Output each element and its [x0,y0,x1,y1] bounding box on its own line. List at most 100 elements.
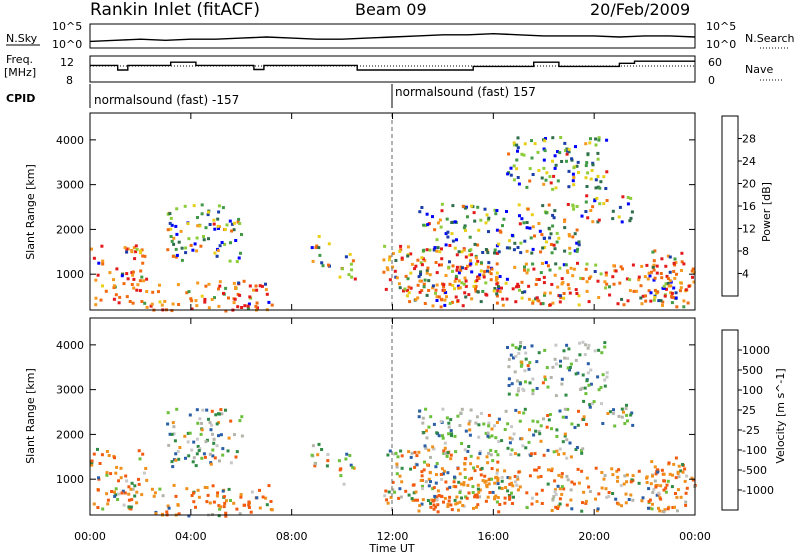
echo-cell [587,383,591,387]
echo-cell [585,161,589,165]
echo-cell [604,286,608,290]
echo-cell [479,300,483,304]
echo-cell [487,216,491,220]
echo-cell [420,470,424,474]
echo-cell [200,212,204,216]
echo-cell [558,497,562,501]
echo-cell [653,249,657,253]
echo-cell [528,179,532,183]
echo-cell [426,463,429,467]
power-ylabel: Slant Range [km] [24,164,37,260]
echo-cell [512,143,516,147]
echo-cell [584,210,588,213]
echo-cell [160,303,164,307]
echo-cell [587,343,591,347]
echo-cell [189,243,193,247]
echo-cell [455,268,459,272]
echo-cell [516,176,520,179]
echo-cell [531,419,535,423]
echo-cell [397,282,401,286]
x-tick-label: 16:00 [477,530,509,543]
echo-cell [512,178,516,182]
echo-cell [543,245,547,249]
echo-cell [513,370,517,374]
power-heatmap-cells [90,136,696,313]
echo-cell [132,277,136,281]
echo-cell [659,497,663,501]
echo-cell [196,281,200,285]
echo-cell [656,290,660,294]
echo-cell [544,261,548,265]
echo-cell [175,253,179,257]
echo-cell [194,299,198,303]
echo-cell [517,203,521,207]
echo-cell [495,251,499,255]
echo-cell [666,254,670,258]
echo-cell [528,381,532,385]
echo-cell [647,289,651,293]
echo-cell [229,419,233,423]
echo-cell [240,233,243,236]
echo-cell [590,169,594,172]
echo-cell [562,296,566,300]
echo-cell [544,211,548,215]
echo-cell [415,463,419,467]
echo-cell [567,169,571,173]
echo-cell [551,159,554,163]
echo-cell [546,385,550,389]
echo-cell [615,469,619,473]
echo-cell [238,419,242,423]
echo-cell [586,216,590,220]
echo-cell [496,460,500,464]
echo-cell [101,507,105,511]
echo-cell [125,295,129,299]
echo-cell [219,433,223,437]
echo-cell [487,413,491,417]
echo-cell [517,387,521,390]
echo-cell [518,382,522,386]
echo-cell [553,357,557,361]
echo-cell [113,490,116,494]
echo-cell [413,267,417,271]
echo-cell [606,412,610,415]
echo-cell [414,490,418,494]
echo-cell [428,248,432,252]
echo-cell [240,306,244,309]
echo-cell [407,450,411,454]
echo-cell [130,249,134,252]
echo-cell [486,434,490,438]
colorbar-tick-label: 1000 [742,344,770,357]
echo-cell [440,209,444,213]
echo-cell [515,393,519,397]
echo-cell [522,153,526,157]
echo-cell [399,244,403,248]
echo-cell [462,248,466,252]
echo-cell [486,495,490,499]
echo-cell [530,496,534,500]
echo-cell [188,413,192,417]
echo-cell [603,345,607,349]
echo-cell [216,249,220,253]
echo-cell [622,410,625,414]
echo-cell [551,301,555,305]
echo-cell [436,221,440,225]
echo-cell [125,479,129,483]
echo-cell [552,216,556,220]
echo-cell [161,512,164,516]
echo-cell [490,434,494,438]
echo-cell [435,299,439,302]
echo-cell [126,277,130,281]
echo-cell [456,467,460,471]
echo-cell [454,502,458,506]
echo-cell [138,457,142,461]
echo-cell [596,220,600,224]
echo-cell [605,495,609,499]
echo-cell [673,276,677,280]
echo-cell [490,467,494,471]
echo-cell [592,400,596,404]
echo-cell [599,386,603,389]
echo-cell [679,469,683,473]
colorbar-tick-label: 100 [742,384,763,397]
echo-cell [217,504,221,508]
echo-cell [475,493,479,497]
